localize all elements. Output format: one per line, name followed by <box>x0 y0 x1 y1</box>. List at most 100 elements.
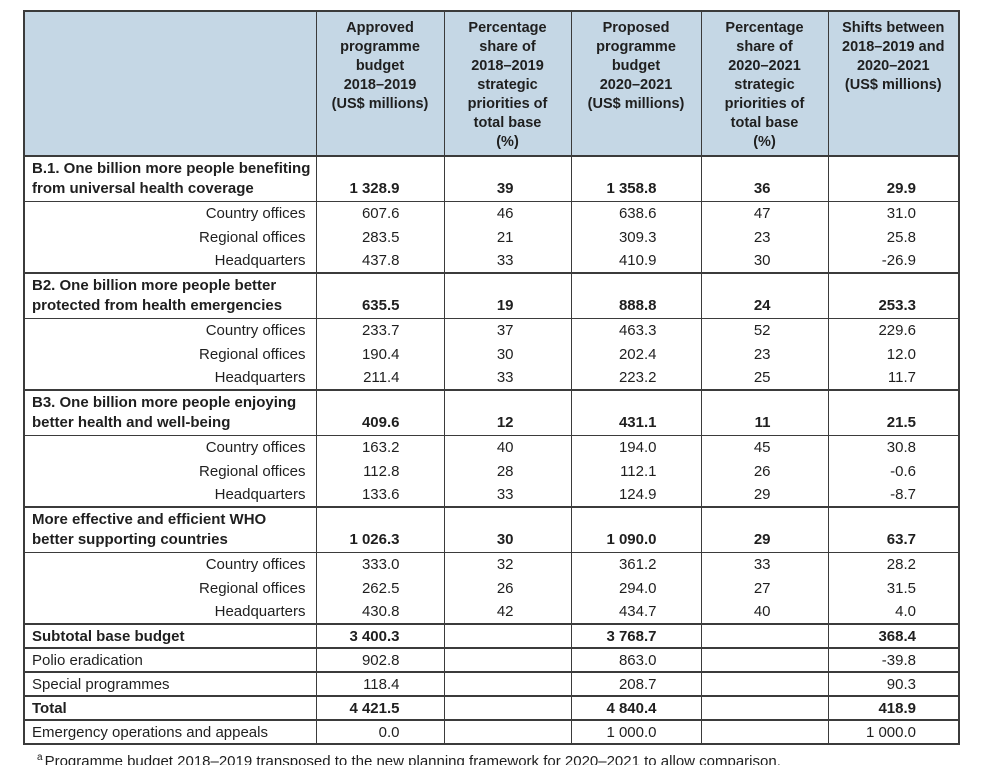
sub-value-cell: 33 <box>443 366 572 390</box>
sub-value-cell: 25.8 <box>827 225 960 249</box>
summary-label-cell: Special programmes <box>23 671 317 697</box>
summary-row: Emergency operations and appeals 0.0 1 000… <box>23 719 960 745</box>
sub-row: Headquarters 133.6 33 124.9 29 -8.7 <box>23 483 960 507</box>
sub-label-cell: Regional offices <box>23 459 317 483</box>
sub-row: Country offices 333.0 32 361.2 33 28.2 <box>23 552 960 576</box>
summary-row: Total 4 421.5 4 840.4 418.9 <box>23 695 960 721</box>
sub-value-cell: 361.2 <box>570 552 702 576</box>
summary-value-cell: 0.0 <box>315 719 445 745</box>
section-value-cell: 635.5 <box>315 272 445 319</box>
sub-value-cell: 30 <box>443 342 572 366</box>
section-value-cell: 1 328.9 <box>315 155 445 202</box>
sub-value-cell: 27 <box>700 576 829 600</box>
budget-table: Approved programme budget 2018–2019 (US$… <box>23 10 960 745</box>
sub-value-cell: 309.3 <box>570 225 702 249</box>
summary-value-cell <box>700 695 829 721</box>
sub-label-cell: Headquarters <box>23 600 317 624</box>
section-value-cell: 888.8 <box>570 272 702 319</box>
section-value-cell: 11 <box>700 389 829 436</box>
section-value-cell: 63.7 <box>827 506 960 553</box>
sub-value-cell: 283.5 <box>315 225 445 249</box>
section-row: More effective and efficient WHO better … <box>23 506 960 553</box>
sub-value-cell: 223.2 <box>570 366 702 390</box>
sub-value-cell: 233.7 <box>315 318 445 342</box>
section-value-cell: 253.3 <box>827 272 960 319</box>
sub-row: Regional offices 112.8 28 112.1 26 -0.6 <box>23 459 960 483</box>
section-value-cell: 19 <box>443 272 572 319</box>
summary-value-cell: 863.0 <box>570 647 702 673</box>
footnote-marker: a <box>37 752 43 763</box>
section-value-cell: 29 <box>700 506 829 553</box>
section-value-cell: 431.1 <box>570 389 702 436</box>
header-cell: Percentage share of 2018–2019 strategic … <box>443 10 572 157</box>
summary-value-cell: 1 000.0 <box>570 719 702 745</box>
sub-row: Headquarters 430.8 42 434.7 40 4.0 <box>23 600 960 624</box>
footnote: a Programme budget 2018–2019 transposed t… <box>37 749 981 765</box>
sub-value-cell: 46 <box>443 201 572 225</box>
sub-value-cell: 40 <box>443 435 572 459</box>
section-value-cell: 1 090.0 <box>570 506 702 553</box>
sub-value-cell: 211.4 <box>315 366 445 390</box>
summary-value-cell: 4 421.5 <box>315 695 445 721</box>
sub-value-cell: 45 <box>700 435 829 459</box>
header-cell: Approved programme budget 2018–2019 (US$… <box>315 10 445 157</box>
sub-value-cell: 124.9 <box>570 483 702 507</box>
sub-value-cell: 4.0 <box>827 600 960 624</box>
sub-value-cell: 437.8 <box>315 249 445 273</box>
summary-value-cell <box>700 719 829 745</box>
sub-value-cell: -26.9 <box>827 249 960 273</box>
sub-value-cell: 190.4 <box>315 342 445 366</box>
sub-value-cell: 112.8 <box>315 459 445 483</box>
sub-row: Regional offices 283.5 21 309.3 23 25.8 <box>23 225 960 249</box>
sub-value-cell: 28.2 <box>827 552 960 576</box>
sub-label-cell: Country offices <box>23 435 317 459</box>
sub-value-cell: 23 <box>700 342 829 366</box>
summary-value-cell: 902.8 <box>315 647 445 673</box>
sub-label-cell: Headquarters <box>23 249 317 273</box>
sub-value-cell: 28 <box>443 459 572 483</box>
sub-value-cell: 430.8 <box>315 600 445 624</box>
section-value-cell: 21.5 <box>827 389 960 436</box>
summary-value-cell <box>443 671 572 697</box>
summary-value-cell: 418.9 <box>827 695 960 721</box>
sub-label-cell: Country offices <box>23 552 317 576</box>
footnote-text: Programme budget 2018–2019 transposed to… <box>44 753 781 765</box>
sub-value-cell: 12.0 <box>827 342 960 366</box>
sub-value-cell: 33 <box>700 552 829 576</box>
sub-row: Country offices 163.2 40 194.0 45 30.8 <box>23 435 960 459</box>
sub-label-cell: Country offices <box>23 318 317 342</box>
summary-value-cell: 3 768.7 <box>570 623 702 649</box>
section-label-cell: B.1. One billion more people benefiting … <box>23 155 317 202</box>
section-row: B.1. One billion more people benefiting … <box>23 155 960 202</box>
section-label-cell: B2. One billion more people better prote… <box>23 272 317 319</box>
sub-row: Headquarters 211.4 33 223.2 25 11.7 <box>23 366 960 390</box>
section-value-cell: 1 358.8 <box>570 155 702 202</box>
sub-value-cell: 434.7 <box>570 600 702 624</box>
summary-value-cell <box>443 647 572 673</box>
sub-value-cell: 333.0 <box>315 552 445 576</box>
summary-value-cell: 1 000.0 <box>827 719 960 745</box>
sub-value-cell: 11.7 <box>827 366 960 390</box>
section-value-cell: 24 <box>700 272 829 319</box>
summary-value-cell <box>443 695 572 721</box>
sub-value-cell: 30.8 <box>827 435 960 459</box>
sub-value-cell: 31.5 <box>827 576 960 600</box>
sub-value-cell: 30 <box>700 249 829 273</box>
header-row: Approved programme budget 2018–2019 (US$… <box>23 10 960 157</box>
sub-label-cell: Regional offices <box>23 576 317 600</box>
section-value-cell: 409.6 <box>315 389 445 436</box>
summary-value-cell: 118.4 <box>315 671 445 697</box>
sub-label-cell: Regional offices <box>23 225 317 249</box>
sub-value-cell: 294.0 <box>570 576 702 600</box>
summary-value-cell <box>443 719 572 745</box>
sub-value-cell: 52 <box>700 318 829 342</box>
section-row: B3. One billion more people enjoying bet… <box>23 389 960 436</box>
sub-value-cell: -0.6 <box>827 459 960 483</box>
table-body: B.1. One billion more people benefiting … <box>23 155 960 745</box>
summary-value-cell: 208.7 <box>570 671 702 697</box>
section-value-cell: 36 <box>700 155 829 202</box>
sub-value-cell: 23 <box>700 225 829 249</box>
summary-label-cell: Polio eradication <box>23 647 317 673</box>
sub-value-cell: 607.6 <box>315 201 445 225</box>
summary-row: Special programmes 118.4 208.7 90.3 <box>23 671 960 697</box>
